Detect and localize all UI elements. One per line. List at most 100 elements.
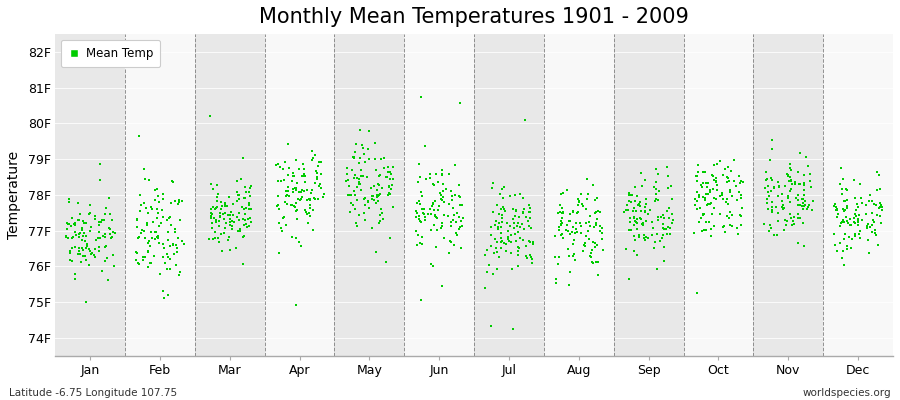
Point [450, 232, 464, 238]
Point [82, 210, 96, 217]
Point [578, 243, 592, 250]
Point [284, 202, 298, 208]
Point [217, 215, 231, 222]
Point [725, 212, 740, 218]
Point [833, 240, 848, 246]
Point [239, 224, 254, 230]
Point [497, 206, 511, 212]
Point [82, 262, 96, 268]
Point [796, 199, 811, 206]
Point [360, 198, 374, 204]
Point [850, 204, 865, 210]
Point [413, 240, 428, 246]
Point [157, 244, 171, 251]
Point [665, 211, 680, 217]
Point [689, 197, 704, 204]
Point [206, 204, 220, 210]
Point [497, 184, 511, 190]
Point [760, 183, 775, 189]
Point [783, 174, 797, 180]
Point [771, 184, 786, 190]
Point [130, 250, 144, 256]
Point [347, 149, 362, 156]
Point [428, 198, 442, 205]
Point [94, 161, 108, 167]
Point [146, 219, 160, 226]
Point [644, 218, 659, 225]
Point [202, 113, 217, 119]
Point [68, 244, 82, 251]
Point [860, 220, 875, 227]
Point [632, 232, 646, 238]
Point [708, 178, 723, 184]
Point [218, 200, 232, 206]
Point [795, 203, 809, 209]
Point [525, 256, 539, 262]
Point [512, 245, 526, 252]
Point [164, 200, 178, 206]
Point [734, 212, 748, 218]
Point [435, 167, 449, 174]
Point [301, 220, 315, 226]
Point [829, 207, 843, 213]
Point [413, 201, 428, 207]
Point [140, 220, 154, 226]
Point [410, 179, 425, 185]
Point [569, 226, 583, 232]
Point [590, 259, 605, 266]
Point [699, 180, 714, 186]
Point [566, 237, 580, 243]
Point [622, 190, 636, 196]
Point [305, 148, 320, 154]
Point [761, 205, 776, 212]
Point [444, 238, 458, 245]
Point [414, 192, 428, 199]
Point [495, 186, 509, 192]
Point [212, 239, 226, 245]
Point [95, 216, 110, 223]
Point [289, 302, 303, 308]
Point [377, 155, 392, 161]
Point [721, 201, 735, 207]
Point [205, 220, 220, 226]
Point [656, 258, 670, 264]
Point [662, 173, 676, 180]
Point [764, 175, 778, 182]
Point [152, 223, 166, 229]
Point [272, 220, 286, 227]
Point [510, 220, 525, 226]
Point [503, 223, 517, 229]
Point [150, 215, 165, 222]
Point [834, 254, 849, 261]
Point [140, 221, 154, 227]
Point [210, 182, 224, 189]
Point [560, 222, 574, 228]
Point [855, 200, 869, 206]
Point [244, 183, 258, 189]
Point [760, 196, 775, 202]
Point [847, 177, 861, 184]
Point [510, 223, 525, 230]
Point [223, 247, 238, 253]
Point [844, 222, 859, 228]
Point [156, 191, 170, 197]
Point [491, 248, 505, 255]
Point [349, 141, 364, 148]
Point [554, 222, 568, 228]
Point [307, 195, 321, 202]
Point [790, 168, 805, 175]
Point [436, 199, 451, 206]
Point [372, 220, 386, 226]
Point [370, 192, 384, 198]
Point [95, 268, 110, 274]
Point [156, 196, 170, 202]
Point [104, 211, 118, 217]
Point [790, 202, 805, 208]
Point [626, 205, 641, 211]
Point [523, 205, 537, 211]
Point [516, 210, 530, 216]
Point [230, 189, 245, 195]
Point [212, 218, 226, 224]
Point [72, 248, 86, 254]
Point [289, 235, 303, 241]
